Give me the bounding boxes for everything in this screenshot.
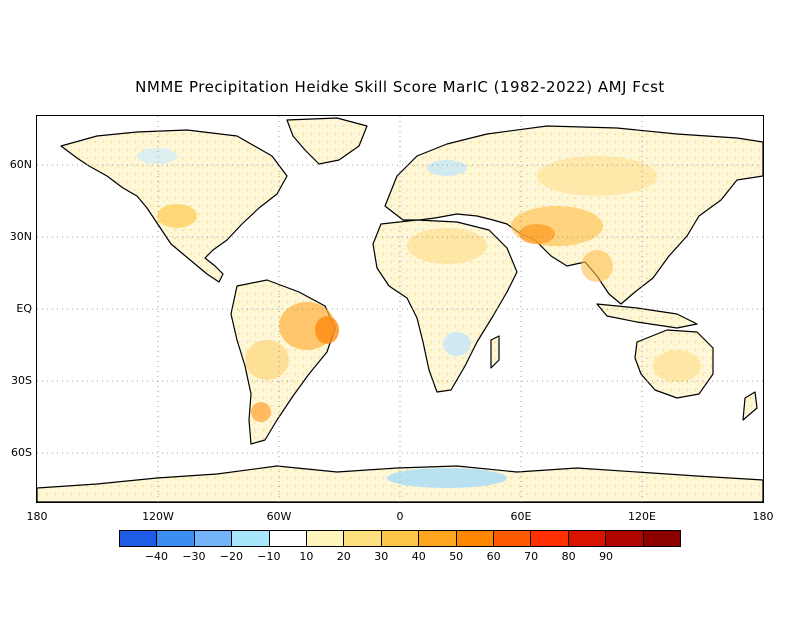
lon-label-180w: 180 [26, 510, 48, 523]
lon-label-120w: 120W [142, 510, 174, 523]
color-legend-swatch [307, 531, 345, 546]
color-legend-label: −30 [182, 550, 206, 563]
map-panel [36, 115, 764, 503]
color-legend-swatch [194, 531, 233, 546]
color-legend-swatch [157, 531, 195, 546]
negative-skill-patches [137, 148, 507, 488]
color-legend-label: 60 [486, 550, 501, 563]
color-legend-swatch [494, 531, 532, 546]
color-legend-swatch [568, 531, 607, 546]
color-legend-label: 30 [374, 550, 389, 563]
lat-label-30n: 30N [9, 230, 32, 243]
color-legend-swatch [269, 531, 308, 546]
color-legend-label: 50 [449, 550, 464, 563]
world-map [37, 116, 763, 502]
color-legend-swatch [531, 531, 569, 546]
color-legend-label: 70 [524, 550, 539, 563]
color-legend-swatch [381, 531, 420, 546]
color-legend-swatch [120, 531, 158, 546]
color-legend-swatch [456, 531, 495, 546]
color-legend-label: 20 [336, 550, 351, 563]
color-legend-label: 80 [561, 550, 576, 563]
lat-label-60n: 60N [9, 158, 32, 171]
color-legend-swatch [344, 531, 382, 546]
lon-label-0: 0 [396, 510, 404, 523]
lon-label-180e: 180 [752, 510, 774, 523]
lat-label-60s: 60S [11, 446, 32, 459]
color-legend-label: −40 [144, 550, 169, 563]
positive-skill-patches [157, 156, 701, 422]
color-legend-swatch [419, 531, 457, 546]
indonesia-land [596, 303, 698, 329]
color-legend-bar [119, 530, 681, 547]
color-legend-label: 90 [599, 550, 614, 563]
color-legend-label: 40 [411, 550, 426, 563]
graticule [37, 116, 763, 502]
lon-label-60e: 60E [510, 510, 532, 523]
color-legend-label: −20 [219, 550, 243, 563]
lat-label-30s: 30S [11, 374, 32, 387]
color-legend-label: −10 [257, 550, 281, 563]
chart-title: NMME Precipitation Heidke Skill Score Ma… [135, 78, 665, 96]
greenland-land [286, 117, 368, 165]
lon-label-120e: 120E [628, 510, 656, 523]
africa-land [372, 219, 518, 393]
new-zealand-land [742, 391, 758, 421]
color-legend-swatch [232, 531, 270, 546]
color-legend-swatch [606, 531, 644, 546]
color-legend-label: 10 [299, 550, 314, 563]
lat-label-eq: EQ [16, 302, 32, 315]
madagascar-land [490, 335, 500, 369]
color-legend-swatch [643, 531, 681, 546]
lon-label-60w: 60W [266, 510, 292, 523]
